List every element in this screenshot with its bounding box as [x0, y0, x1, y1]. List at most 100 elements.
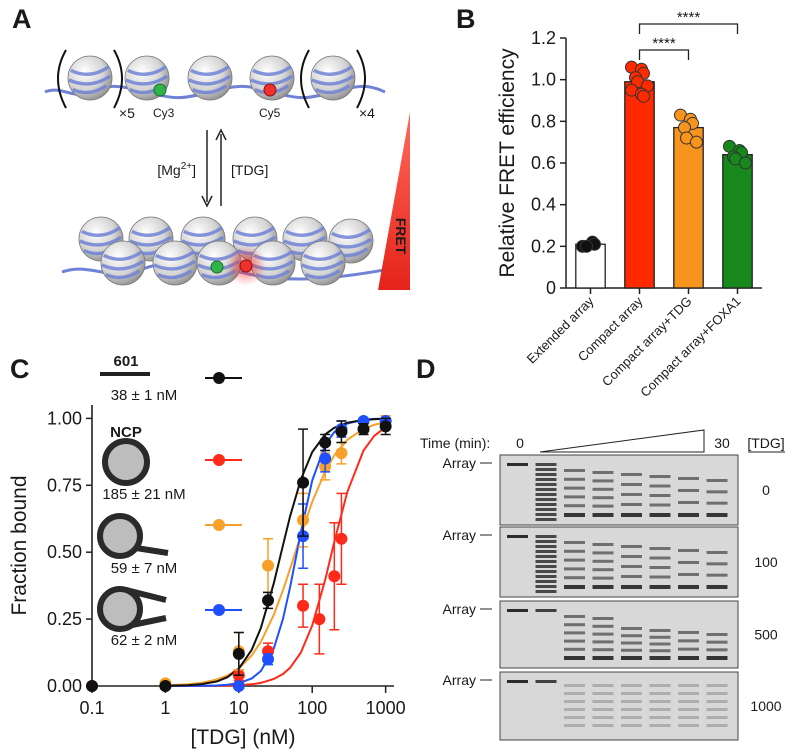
gel-band [649, 494, 671, 497]
data-point [313, 613, 326, 626]
ncp-tail [125, 587, 167, 628]
y-tick-label: 0.50 [47, 542, 82, 562]
significance-bracket [638, 49, 690, 60]
ncp-icon [97, 513, 143, 559]
bar [722, 154, 753, 289]
repeat-label: ×4 [359, 105, 375, 121]
gel-band [535, 590, 557, 593]
dye-label: Cy3 [153, 106, 175, 120]
gel-band [621, 684, 642, 687]
band-label: Array [443, 601, 476, 617]
y-axis-title: Fraction bound [8, 475, 31, 615]
gel-band [564, 647, 585, 651]
gel-band [507, 680, 528, 683]
nucleosome [66, 54, 114, 102]
y-tick-label: 0.25 [47, 609, 82, 629]
legend-marker [213, 372, 225, 384]
gel-band [535, 468, 557, 471]
label-part: [Mg [157, 162, 180, 178]
donor-dye [153, 83, 167, 97]
gel-band [678, 489, 699, 492]
data-point [297, 476, 310, 489]
x-tick-label: 1 [160, 698, 170, 718]
gel-band [592, 513, 614, 517]
arrow-head [201, 195, 213, 208]
y-tick-label: 1.2 [531, 28, 556, 48]
gel-band [535, 508, 557, 511]
gel-band [649, 547, 671, 550]
gel-band [621, 565, 642, 568]
data-point [319, 436, 332, 449]
gel-band [564, 504, 585, 508]
gel-band [621, 700, 642, 703]
x-tick-label: Compact array+FOXA1 [637, 294, 743, 400]
gel-band [621, 575, 642, 578]
arrow-head [215, 128, 227, 141]
fit-curve [165, 417, 386, 687]
gel-band [564, 684, 585, 687]
gel-band [649, 503, 671, 507]
gel-band [535, 550, 557, 553]
gel-band [592, 496, 614, 500]
gel-band [564, 558, 585, 562]
band-label: Array [443, 527, 476, 543]
gel-band [621, 473, 642, 476]
condition-label: 500 [754, 627, 778, 643]
data-point [319, 452, 332, 465]
y-tick-label: 0.8 [531, 111, 556, 131]
gel-band [507, 463, 528, 466]
significance-bracket [638, 23, 739, 34]
gel-band [706, 700, 728, 703]
time-start: 0 [516, 435, 524, 451]
gel-panel: Time (min): 0 30 [TDG] Array 0 Array 100 Array 50… [420, 429, 785, 741]
gel-band [592, 724, 614, 727]
y-tick-label: 1.00 [47, 408, 82, 428]
x-tick-label: Compact array+TDG [599, 294, 695, 390]
gel-band [706, 716, 728, 719]
gel-band [706, 656, 728, 660]
gel-band [649, 684, 671, 687]
gel-band [535, 580, 557, 583]
gel-band [621, 585, 642, 589]
data-point [580, 239, 593, 253]
gel-band [706, 633, 728, 636]
legend-kd: 185 ± 21 nM [102, 486, 185, 503]
gel-band [564, 541, 585, 544]
gel-band [592, 487, 614, 491]
data-point [262, 653, 275, 666]
data-point [637, 89, 650, 103]
gel-band [564, 692, 585, 695]
gel-band [678, 708, 699, 711]
time-label: Time (min): [420, 435, 490, 451]
y-tick-label: 0.2 [531, 236, 556, 256]
gel-band [706, 692, 728, 695]
data-point [232, 647, 245, 660]
gel-band [592, 656, 614, 660]
panel-label: A [12, 4, 32, 34]
legend-kd: 38 ± 1 nM [111, 387, 178, 404]
gel-band [621, 513, 642, 517]
y-tick-label: 1.0 [531, 70, 556, 90]
gel-band [649, 566, 671, 569]
gel-band [535, 565, 557, 568]
gel-band [678, 631, 699, 634]
gel-band [507, 609, 528, 612]
gel-band [678, 724, 699, 727]
gel-band [706, 479, 728, 482]
fit-curve [165, 417, 386, 687]
gel-band [621, 503, 642, 506]
gel-band [621, 627, 642, 630]
gel-band [535, 503, 557, 506]
gel-band [706, 708, 728, 711]
dye-label: Cy5 [259, 106, 281, 120]
gel-band [535, 609, 557, 612]
gel-band [592, 479, 614, 483]
legend-marker [213, 454, 225, 466]
gel-band [592, 504, 614, 508]
ncp-icon [102, 438, 150, 486]
condition-header: [TDG] [747, 435, 784, 451]
gel-band [564, 615, 585, 618]
significance-label: **** [677, 9, 701, 26]
panel-label: C [10, 354, 30, 384]
data-point [739, 156, 752, 170]
